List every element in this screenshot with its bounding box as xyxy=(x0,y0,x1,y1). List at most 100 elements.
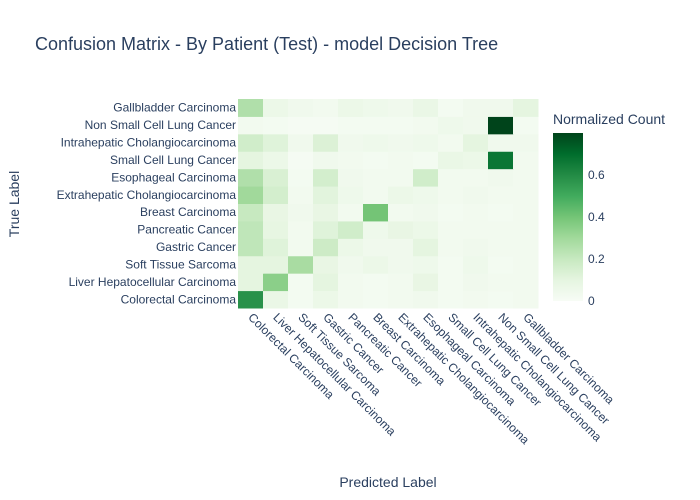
heatmap-cell xyxy=(288,151,314,170)
heatmap-cell xyxy=(288,290,314,309)
heatmap-cell xyxy=(363,255,389,274)
heatmap-cell xyxy=(363,116,389,135)
heatmap-cell xyxy=(513,99,539,117)
heatmap-cell xyxy=(513,116,539,135)
heatmap-cell xyxy=(363,203,389,222)
heatmap-cell xyxy=(488,99,514,117)
heatmap-cell xyxy=(238,220,264,239)
heatmap-cell xyxy=(513,238,539,257)
heatmap-cell xyxy=(238,168,264,187)
heatmap-cells xyxy=(238,99,539,309)
y-tick-label: Non Small Cell Lung Cancer xyxy=(85,118,236,132)
heatmap-cell xyxy=(463,168,489,187)
colorbar-tick-label: 0.6 xyxy=(588,168,605,182)
chart-title: Confusion Matrix - By Patient (Test) - m… xyxy=(35,34,498,54)
heatmap-cell xyxy=(488,186,514,204)
heatmap-cell xyxy=(263,151,289,170)
heatmap-cell xyxy=(338,220,364,239)
heatmap-cell xyxy=(338,203,364,222)
heatmap-cell xyxy=(238,273,264,292)
heatmap-cell xyxy=(413,133,439,152)
heatmap-cell xyxy=(388,99,414,117)
colorbar xyxy=(553,133,583,301)
heatmap-cell xyxy=(438,99,464,117)
heatmap-cell xyxy=(338,151,364,170)
heatmap-cell xyxy=(438,116,464,135)
heatmap-cell xyxy=(463,99,489,117)
heatmap-cell xyxy=(363,99,389,117)
heatmap-cell xyxy=(288,186,314,204)
heatmap-cell xyxy=(388,273,414,292)
heatmap-cell xyxy=(513,133,539,152)
heatmap-cell xyxy=(338,255,364,274)
heatmap-cell xyxy=(238,151,264,170)
heatmap-cell xyxy=(238,238,264,257)
heatmap-cell xyxy=(288,203,314,222)
heatmap-cell xyxy=(238,255,264,274)
heatmap-cell xyxy=(388,133,414,152)
y-axis-title: True Label xyxy=(6,171,22,237)
heatmap-cell xyxy=(413,238,439,257)
heatmap-cell xyxy=(463,273,489,292)
heatmap-cell xyxy=(263,273,289,292)
heatmap-cell xyxy=(338,99,364,117)
heatmap-cell xyxy=(263,116,289,135)
heatmap-cell xyxy=(388,116,414,135)
heatmap-cell xyxy=(263,186,289,204)
heatmap-cell xyxy=(438,168,464,187)
heatmap-cell xyxy=(513,220,539,239)
heatmap-cell xyxy=(313,151,339,170)
heatmap-cell xyxy=(513,203,539,222)
colorbar-title: Normalized Count xyxy=(553,111,665,127)
heatmap-cell xyxy=(438,255,464,274)
heatmap-cell xyxy=(413,255,439,274)
heatmap-cell xyxy=(338,168,364,187)
heatmap-cell xyxy=(488,168,514,187)
heatmap-cell xyxy=(363,133,389,152)
heatmap-cell xyxy=(263,255,289,274)
heatmap-cell xyxy=(363,238,389,257)
heatmap-cell xyxy=(338,290,364,309)
heatmap-cell xyxy=(513,290,539,309)
heatmap-cell xyxy=(238,116,264,135)
heatmap-cell xyxy=(288,220,314,239)
heatmap-cell xyxy=(363,273,389,292)
heatmap-cell xyxy=(438,273,464,292)
heatmap-cell xyxy=(363,168,389,187)
heatmap-cell xyxy=(463,186,489,204)
y-axis-ticks: Colorectal Carcinoma Liver Hepatocellular… xyxy=(57,101,237,307)
heatmap-cell xyxy=(338,186,364,204)
heatmap-cell xyxy=(413,290,439,309)
y-tick-label: Esophageal Carcinoma xyxy=(111,170,236,184)
heatmap-cell xyxy=(288,255,314,274)
heatmap-cell xyxy=(363,220,389,239)
heatmap-cell xyxy=(288,238,314,257)
heatmap-cell xyxy=(463,151,489,170)
heatmap-cell xyxy=(238,186,264,204)
heatmap-cell xyxy=(463,116,489,135)
heatmap-cell xyxy=(263,133,289,152)
heatmap-cell xyxy=(463,290,489,309)
y-tick-label: Soft Tissue Sarcoma xyxy=(125,257,236,271)
heatmap-cell xyxy=(288,99,314,117)
heatmap-cell xyxy=(438,220,464,239)
heatmap-cell xyxy=(263,168,289,187)
y-tick-label: Pancreatic Cancer xyxy=(137,223,236,237)
heatmap-cell xyxy=(238,133,264,152)
heatmap-cell xyxy=(313,273,339,292)
colorbar-tick-label: 0.4 xyxy=(588,210,605,224)
heatmap-cell xyxy=(263,290,289,309)
heatmap-cell xyxy=(463,255,489,274)
heatmap-cell xyxy=(338,116,364,135)
y-tick-label: Small Cell Lung Cancer xyxy=(110,153,236,167)
heatmap-cell xyxy=(388,255,414,274)
heatmap-cell xyxy=(488,116,514,135)
heatmap-cell xyxy=(388,203,414,222)
heatmap-cell xyxy=(313,186,339,204)
heatmap-cell xyxy=(513,255,539,274)
heatmap-cell xyxy=(413,99,439,117)
y-tick-label: Gastric Cancer xyxy=(156,240,236,254)
colorbar-ticks: 0 0.2 0.4 0.6 xyxy=(588,168,605,308)
heatmap-cell xyxy=(313,99,339,117)
